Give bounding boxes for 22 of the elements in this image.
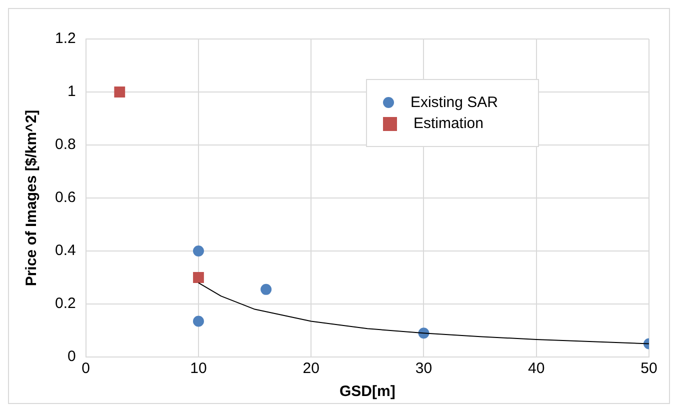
y-tick-label: 0.2 — [54, 295, 76, 312]
x-axis-title: GSD[m] — [340, 383, 396, 400]
legend-label: Existing SAR — [410, 94, 498, 111]
x-tick-label: 40 — [528, 360, 545, 378]
point — [260, 284, 272, 295]
x-tick-label: 10 — [190, 360, 207, 378]
point — [114, 86, 126, 98]
point — [192, 316, 204, 327]
x-tick-label: 20 — [302, 360, 320, 378]
y-tick-label: 0.8 — [54, 136, 76, 154]
y-tick-label: 0.6 — [54, 189, 76, 206]
y-tick-label: 0 — [68, 348, 76, 366]
x-tick-label: 50 — [640, 360, 658, 378]
y-tick-label: 1 — [68, 83, 76, 100]
legend-label: Estimation — [413, 115, 484, 132]
x-tick-label: 30 — [415, 360, 432, 378]
point — [193, 272, 204, 283]
point — [192, 246, 204, 256]
y-tick-label: 1.2 — [54, 30, 76, 48]
y-tick-label: 0.4 — [54, 242, 76, 260]
y-axis-title: Price of Images [$/km^2] — [23, 110, 40, 286]
x-tick-label: 0 — [82, 360, 90, 378]
